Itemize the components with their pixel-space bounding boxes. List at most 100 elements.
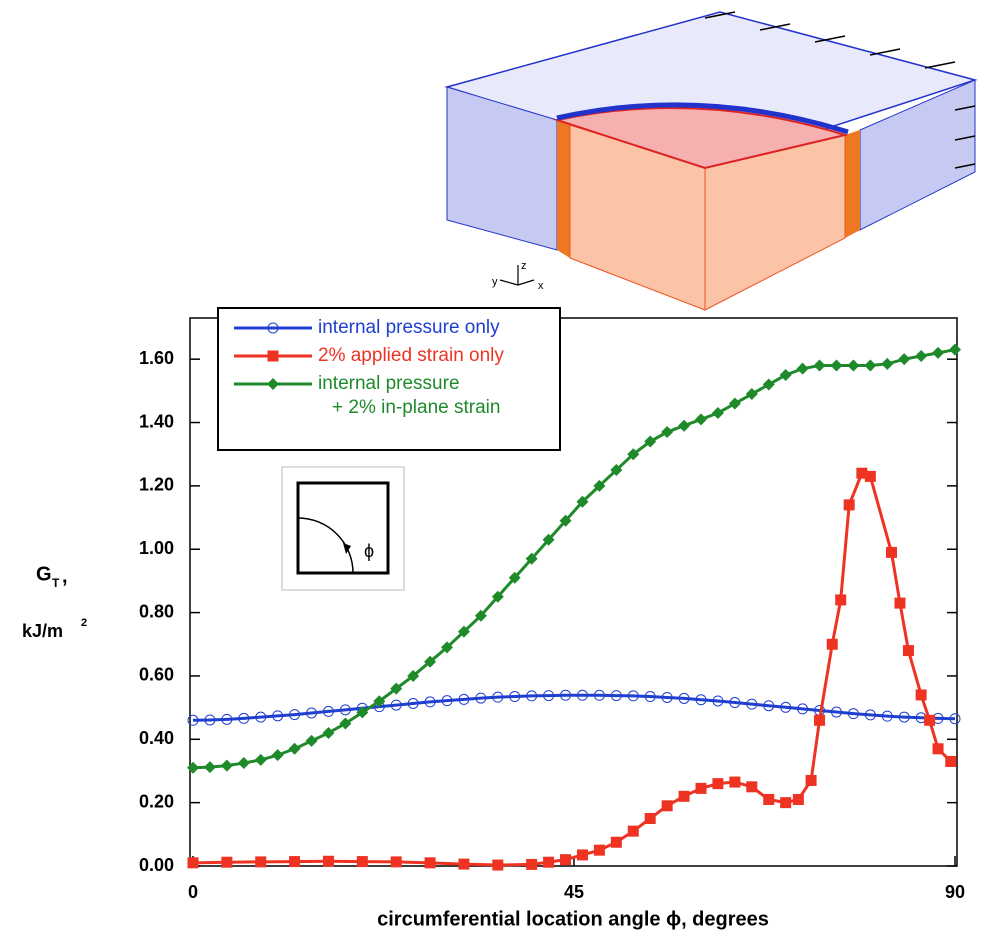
marker (678, 420, 690, 432)
marker (763, 794, 774, 805)
chart: y z x ϕ circumferential location angle ϕ… (0, 0, 990, 939)
marker (712, 778, 723, 789)
x-tick-label: 0 (188, 882, 198, 902)
marker (492, 860, 503, 871)
marker (806, 775, 817, 786)
marker (729, 398, 741, 410)
marker (915, 350, 927, 362)
marker (425, 857, 436, 868)
marker (949, 344, 961, 356)
marker (255, 856, 266, 867)
marker (577, 849, 588, 860)
marker (526, 859, 537, 870)
marker (835, 594, 846, 605)
marker (847, 360, 859, 372)
x-tick-label: 90 (945, 882, 965, 902)
marker (272, 749, 284, 761)
marker (903, 645, 914, 656)
y-tick-label: 1.40 (139, 411, 174, 431)
marker (204, 761, 216, 773)
marker (357, 856, 368, 867)
legend-label-line: 2% applied strain only (318, 345, 504, 366)
marker (729, 777, 740, 788)
marker (780, 369, 792, 381)
model-axis-label: x (538, 280, 544, 292)
y-axis-symbol: G (36, 563, 52, 585)
marker (187, 762, 199, 774)
y-tick-label: 1.60 (139, 348, 174, 368)
marker (221, 857, 232, 868)
x-axis-label: circumferential location angle ϕ, degree… (377, 908, 769, 930)
y-tick-label: 1.20 (139, 475, 174, 495)
legend-label-line: internal pressure (318, 373, 460, 394)
marker (695, 413, 707, 425)
marker (844, 499, 855, 510)
marker (594, 845, 605, 856)
y-tick-label: 0.20 (139, 791, 174, 811)
marker (763, 379, 775, 391)
marker (543, 857, 554, 868)
marker (289, 856, 300, 867)
marker (645, 813, 656, 824)
marker (712, 407, 724, 419)
x-tick-label: 45 (564, 882, 584, 902)
marker (780, 797, 791, 808)
model-axis-label: z (521, 260, 527, 272)
series-line (193, 695, 955, 720)
marker (881, 358, 893, 370)
marker (886, 547, 897, 558)
marker (746, 388, 758, 400)
marker (188, 857, 199, 868)
y-tick-label: 0.40 (139, 728, 174, 748)
marker (797, 363, 809, 375)
model-axes (500, 265, 534, 285)
y-tick-label: 0.00 (139, 855, 174, 875)
marker (916, 689, 927, 700)
y-axis-separator: , (62, 565, 68, 587)
marker (696, 783, 707, 794)
y-axis-units-superscript: 2 (81, 617, 87, 629)
marker (661, 426, 673, 438)
legend-label-line: + 2% in-plane strain (332, 397, 500, 418)
marker (221, 760, 233, 772)
marker (560, 854, 571, 865)
y-tick-label: 1.00 (139, 538, 174, 558)
y-axis-units: kJ/m (22, 621, 63, 641)
marker (814, 360, 826, 372)
marker (628, 826, 639, 837)
marker (238, 757, 250, 769)
marker (746, 781, 757, 792)
y-tick-label: 0.60 (139, 665, 174, 685)
inset (282, 467, 404, 590)
legend-label: internal pressure only (318, 317, 500, 338)
marker (924, 715, 935, 726)
model-axis-label: y (492, 276, 498, 288)
y-tick-label: 0.80 (139, 601, 174, 621)
inset-label: ϕ (364, 541, 374, 561)
marker (289, 743, 301, 755)
marker (945, 756, 956, 767)
marker (827, 639, 838, 650)
marker (894, 598, 905, 609)
marker (898, 353, 910, 365)
marker (865, 471, 876, 482)
marker (322, 727, 334, 739)
page: {"chart_data": {"type": "line", "xlabel"… (0, 0, 990, 939)
marker (306, 735, 318, 747)
legend-label-line: internal pressure only (318, 317, 500, 338)
marker (323, 856, 334, 867)
marker (864, 360, 876, 372)
marker (255, 754, 267, 766)
marker (932, 347, 944, 359)
marker (933, 743, 944, 754)
marker (391, 856, 402, 867)
marker (458, 859, 469, 870)
marker (611, 837, 622, 848)
marker (662, 800, 673, 811)
legend-label: 2% applied strain only (318, 345, 504, 366)
marker (814, 715, 825, 726)
legend-marker (268, 351, 279, 362)
marker (793, 794, 804, 805)
marker (830, 360, 842, 372)
marker (679, 791, 690, 802)
